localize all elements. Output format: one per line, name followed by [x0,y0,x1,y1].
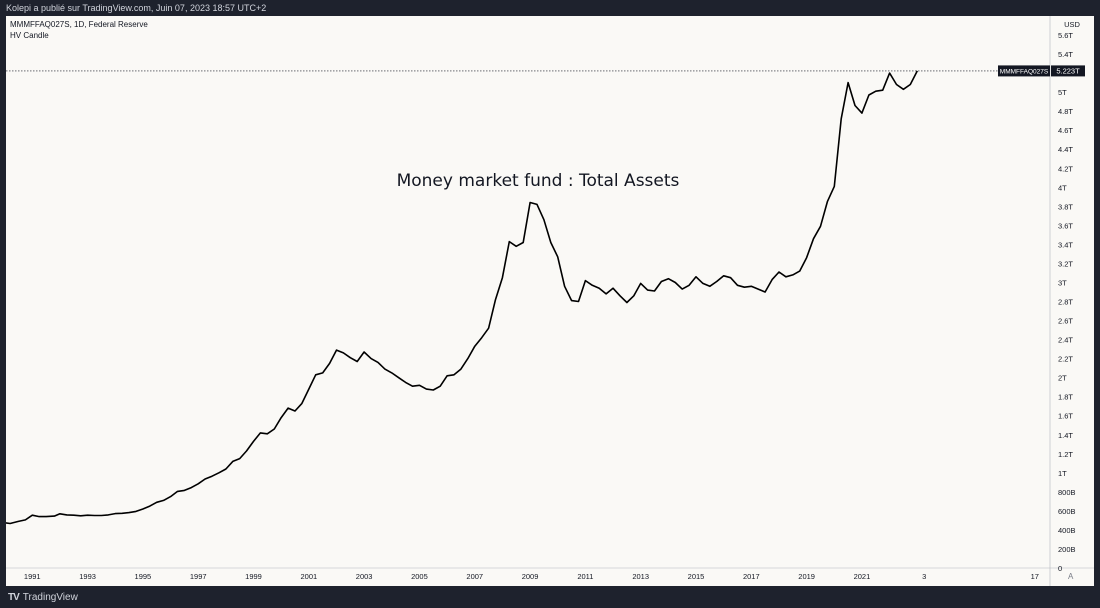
x-tick-label: 2013 [632,572,649,581]
y-tick-label: 2.2T [1058,355,1073,364]
y-tick-label: 800B [1058,488,1076,497]
y-tick-label: 1.2T [1058,450,1073,459]
time-axis[interactable]: 1991 1993 1995 1997 1999 2001 2003 2005 2007 2009… [24,572,1039,581]
x-tick-label: 2011 [577,572,593,581]
symbol-line: MMMFFAQ027S, 1D, Federal Reserve [10,20,148,29]
y-tick-label: 2.4T [1058,336,1073,345]
x-tick-label: 1995 [135,572,152,581]
y-tick-label: 4T [1058,183,1067,192]
badge-value-bg [1051,65,1085,77]
y-tick-label: 1.8T [1058,393,1073,402]
y-tick-label: 3T [1058,278,1067,287]
y-tick-label: 2.6T [1058,317,1073,326]
chart-svg[interactable]: USD Money market fund : Total Assets 0 20… [6,16,1094,586]
y-tick-label: 5T [1058,88,1067,97]
x-tick-label: 1993 [79,572,96,581]
y-tick-label: 600B [1058,507,1076,516]
x-tick-label: 2005 [411,572,428,581]
badge-symbol: MMMFFAQ027S [1000,68,1049,75]
y-tick-label: 4.4T [1058,145,1073,154]
x-tick-label: 2019 [798,572,815,581]
y-tick-label: 5.6T [1058,31,1073,40]
publish-line: Kolepi a publié sur TradingView.com, Jui… [6,3,267,13]
brand-name: TradingView [22,592,78,603]
x-tick-label: 2021 [854,572,871,581]
footer-bar: TV TradingView [0,586,1100,608]
tradingview-logo-icon: TV [8,592,20,603]
y-tick-label: 5.4T [1058,50,1073,59]
y-tick-label: 2T [1058,374,1067,383]
tradingview-brand[interactable]: TV TradingView [8,592,78,603]
legend: MMMFFAQ027S, 1D, Federal Reserve HV Cand… [10,19,148,41]
indicator-line: HV Candle [10,31,49,40]
x-tick-label: 2003 [356,572,373,581]
y-tick-label: 4.8T [1058,107,1073,116]
x-tick-label: 2017 [743,572,760,581]
chart-title: Money market fund : Total Assets [397,171,680,191]
x-tick-label: 1999 [245,572,262,581]
y-tick-label: 3.4T [1058,240,1073,249]
y-tick-label: 0 [1058,564,1062,573]
y-tick-label: 1T [1058,469,1067,478]
y-tick-label: 3.6T [1058,221,1073,230]
x-tick-label: 2015 [688,572,705,581]
y-tick-label: 3.8T [1058,202,1073,211]
x-tick-label: 1991 [24,572,41,581]
series-line [6,70,919,525]
x-tick-label: 2009 [522,572,539,581]
badge-symbol-bg [998,65,1050,77]
price-badge: MMMFFAQ027S 5.223T [998,65,1085,77]
y-tick-label: 400B [1058,526,1076,535]
x-tick-label: 17 [1031,572,1039,581]
y-tick-label: 200B [1058,545,1076,554]
y-tick-label: 1.6T [1058,412,1073,421]
chart-frame[interactable]: USD Money market fund : Total Assets 0 20… [6,16,1094,586]
auto-scale-button[interactable]: A [1068,572,1074,581]
currency-label: USD [1064,20,1080,29]
y-tick-label: 4.2T [1058,164,1073,173]
y-tick-label: 1.4T [1058,431,1073,440]
publish-bar: Kolepi a publié sur TradingView.com, Jui… [0,0,1100,16]
y-tick-label: 2.8T [1058,298,1073,307]
price-axis[interactable]: 0 200B 400B 600B 800B 1T 1.2T 1.4T 1.6T 1.8T 2T 2.2… [1058,31,1076,573]
x-tick-label: 3 [922,572,926,581]
x-tick-label: 1997 [190,572,207,581]
x-tick-label: 2001 [300,572,317,581]
badge-value: 5.223T [1056,66,1080,75]
y-tick-label: 4.6T [1058,126,1073,135]
x-tick-label: 2007 [466,572,483,581]
y-tick-label: 3.2T [1058,259,1073,268]
